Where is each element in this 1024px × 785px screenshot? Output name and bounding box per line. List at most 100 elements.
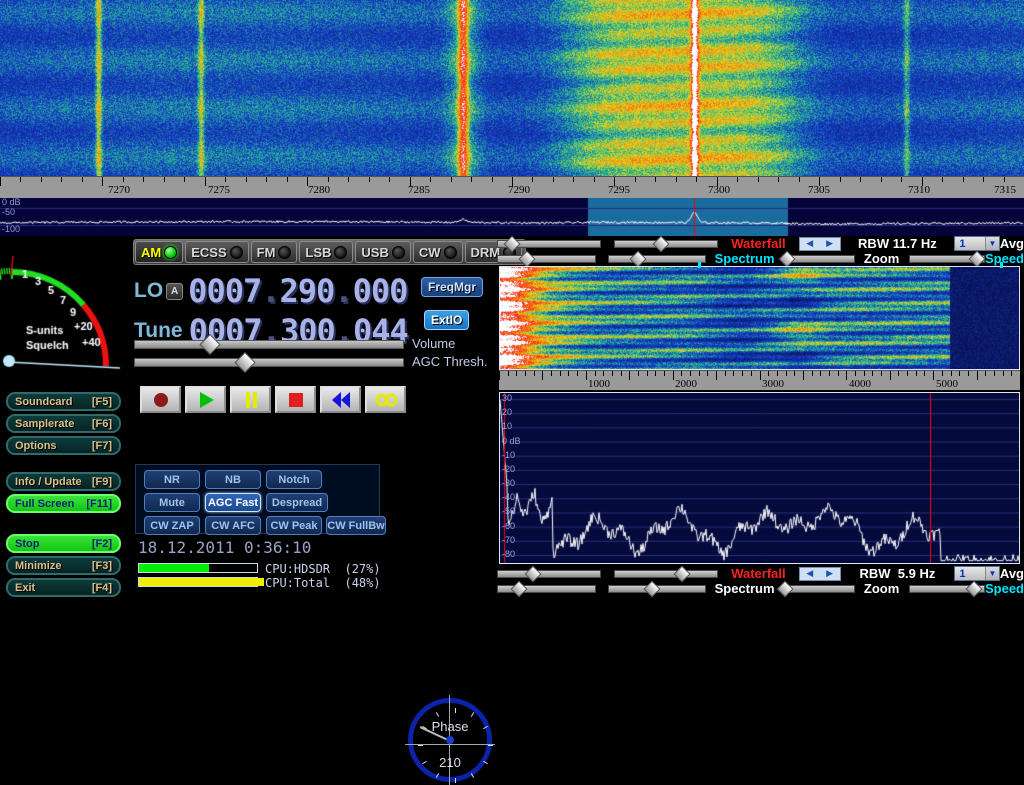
digit-separator[interactable]: .	[334, 272, 353, 310]
scale-tick	[1002, 371, 1004, 376]
af-waterfall-brightness-knob[interactable]	[673, 565, 691, 582]
af-waterfall-brightness-slider[interactable]	[613, 565, 719, 582]
af-avg-select[interactable]: 1 ▼	[954, 566, 1000, 581]
scale-label: 7300	[708, 184, 730, 196]
mode-button-ecss[interactable]: ECSS	[185, 241, 249, 263]
mode-button-fm[interactable]: FM	[250, 241, 298, 263]
extio-button[interactable]: ExtIO	[424, 310, 470, 330]
agc-threshold-slider[interactable]	[134, 351, 404, 374]
af-waterfall-label: Waterfall	[731, 566, 786, 581]
chevron-down-icon[interactable]: ▼	[984, 567, 999, 580]
af-zoom-slider[interactable]	[776, 580, 855, 597]
af-rbw-stepper[interactable]: ◀ ▶	[798, 566, 841, 581]
transport-bar[interactable]	[140, 386, 406, 413]
dsp-button-nb[interactable]: NB	[205, 470, 261, 489]
rf-waterfall-contrast-slider[interactable]	[497, 235, 602, 252]
rf-zoom-slider[interactable]	[778, 250, 855, 267]
sidebar-button-stop[interactable]: Stop [F2]	[6, 534, 121, 553]
af-spectrum-brightness-slider[interactable]	[607, 580, 707, 597]
loop-icon[interactable]	[365, 386, 406, 413]
rf-frequency-scale[interactable]: 7270 7275 7280 7285 7290 7295 7300 7305 7310 7315	[0, 176, 1024, 198]
sidebar-button-soundcard[interactable]: Soundcard [F5]	[6, 392, 121, 411]
dsp-button-nr[interactable]: NR	[144, 470, 200, 489]
scale-tick	[672, 371, 674, 380]
af-spectrum-brightness-knob[interactable]	[643, 580, 661, 597]
af-rbw-next-icon[interactable]: ▶	[826, 568, 834, 578]
rf-avg-select[interactable]: 1 ▼	[954, 236, 1000, 251]
dsp-button-cw-fullbw[interactable]: CW FullBw	[326, 516, 386, 535]
scale-tick	[907, 371, 909, 376]
audio-spectrum-canvas[interactable]	[500, 393, 1019, 563]
rf-rbw-stepper[interactable]: ◀ ▶	[798, 236, 841, 251]
af-rbw-prev-icon[interactable]: ◀	[806, 568, 814, 578]
rf-rbw-prev-icon[interactable]: ◀	[806, 238, 814, 248]
dsp-button-agc-fast[interactable]: AGC Fast	[205, 493, 261, 512]
rf-speed-knob[interactable]	[968, 250, 986, 267]
stop-icon[interactable]	[275, 386, 316, 413]
digit[interactable]: 0	[206, 272, 225, 310]
rf-speed-slider[interactable]	[908, 250, 986, 267]
record-icon[interactable]	[140, 386, 181, 413]
sidebar-button-full-screen[interactable]: Full Screen [F11]	[6, 494, 121, 513]
digit[interactable]: 7	[242, 272, 262, 310]
dsp-button-despread[interactable]: Despread	[266, 493, 328, 512]
digit-separator[interactable]: .	[261, 272, 280, 310]
mode-button-usb[interactable]: USB	[355, 241, 411, 263]
rf-spectrum[interactable]: 0 dB -50 -100	[0, 198, 1024, 236]
rf-spectrum-brightness-knob[interactable]	[629, 250, 647, 267]
digit[interactable]: 0	[352, 272, 372, 310]
rf-waterfall[interactable]	[0, 0, 1024, 176]
sidebar-button-samplerate[interactable]: Samplerate [F6]	[6, 414, 121, 433]
digit[interactable]: 9	[297, 272, 317, 310]
digit[interactable]: 0	[316, 272, 335, 310]
af-speed-slider[interactable]	[908, 580, 985, 597]
digit[interactable]: 0	[389, 272, 408, 310]
dsp-button-panel[interactable]: NR NB Notch Mute AGC Fast Despread CW ZAP CW AF…	[135, 464, 386, 535]
af-waterfall-contrast-slider[interactable]	[497, 565, 602, 582]
audio-waterfall-canvas[interactable]	[500, 267, 1019, 369]
mode-selector[interactable]: AM ECSS FM LSB USB CW DRM	[133, 239, 527, 265]
rf-waterfall-brightness-slider[interactable]	[613, 235, 719, 252]
dsp-button-cw-zap[interactable]: CW ZAP	[144, 516, 200, 535]
af-spectrum-contrast-slider[interactable]	[497, 580, 596, 597]
pause-icon[interactable]	[230, 386, 271, 413]
rf-waterfall-brightness-knob[interactable]	[652, 235, 670, 252]
sidebar-button-minimize[interactable]: Minimize [F3]	[6, 556, 121, 575]
rf-spectrum-canvas[interactable]	[0, 198, 1024, 236]
dsp-button-mute[interactable]: Mute	[144, 493, 200, 512]
mode-button-lsb[interactable]: LSB	[299, 241, 354, 263]
agc-threshold-slider-knob[interactable]	[234, 351, 256, 374]
lo-frequency-value[interactable]: 0007.290.000	[188, 272, 408, 310]
freq-manager-button[interactable]: FreqMgr	[421, 277, 483, 297]
rf-waterfall-contrast-knob[interactable]	[503, 235, 521, 252]
rf-spectrum-brightness-slider[interactable]	[607, 250, 707, 267]
play-icon[interactable]	[185, 386, 226, 413]
af-speed-knob[interactable]	[965, 580, 983, 597]
rf-spectrum-contrast-knob[interactable]	[518, 250, 536, 267]
dsp-button-notch[interactable]: Notch	[266, 470, 322, 489]
rewind-icon[interactable]	[320, 386, 361, 413]
dsp-button-cw-afc[interactable]: CW AFC	[205, 516, 261, 535]
mode-button-am[interactable]: AM	[135, 241, 184, 263]
af-waterfall-contrast-knob[interactable]	[524, 565, 542, 582]
sidebar-button-options[interactable]: Options [F7]	[6, 436, 121, 455]
digit[interactable]: 0	[188, 272, 207, 310]
rf-spectrum-contrast-slider[interactable]	[497, 250, 596, 267]
audio-frequency-scale[interactable]: 1000 2000 3000 4000 5000	[499, 370, 1021, 390]
volume-slider[interactable]	[134, 333, 404, 356]
mode-button-cw[interactable]: CW	[412, 241, 463, 263]
chevron-down-icon[interactable]: ▼	[984, 237, 999, 250]
dsp-button-cw-peak[interactable]: CW Peak	[266, 516, 322, 535]
rf-waterfall-canvas[interactable]	[0, 0, 1024, 176]
lo-antenna-button[interactable]: A	[166, 282, 184, 300]
audio-waterfall[interactable]	[499, 266, 1020, 370]
rf-rbw-next-icon[interactable]: ▶	[826, 238, 834, 248]
digit[interactable]: 2	[279, 272, 299, 310]
sidebar-button-exit[interactable]: Exit [F4]	[6, 578, 121, 597]
digit[interactable]: 0	[224, 272, 244, 310]
sidebar-button-info-update[interactable]: Info / Update [F9]	[6, 472, 121, 491]
audio-spectrum[interactable]: 30 20 10 0 dB -10 -20 -30 -40 -50 -60 -70 -80	[499, 392, 1020, 564]
mode-button-label: CW	[418, 244, 441, 260]
af-spectrum-contrast-knob[interactable]	[510, 580, 528, 597]
digit[interactable]: 0	[370, 272, 390, 310]
